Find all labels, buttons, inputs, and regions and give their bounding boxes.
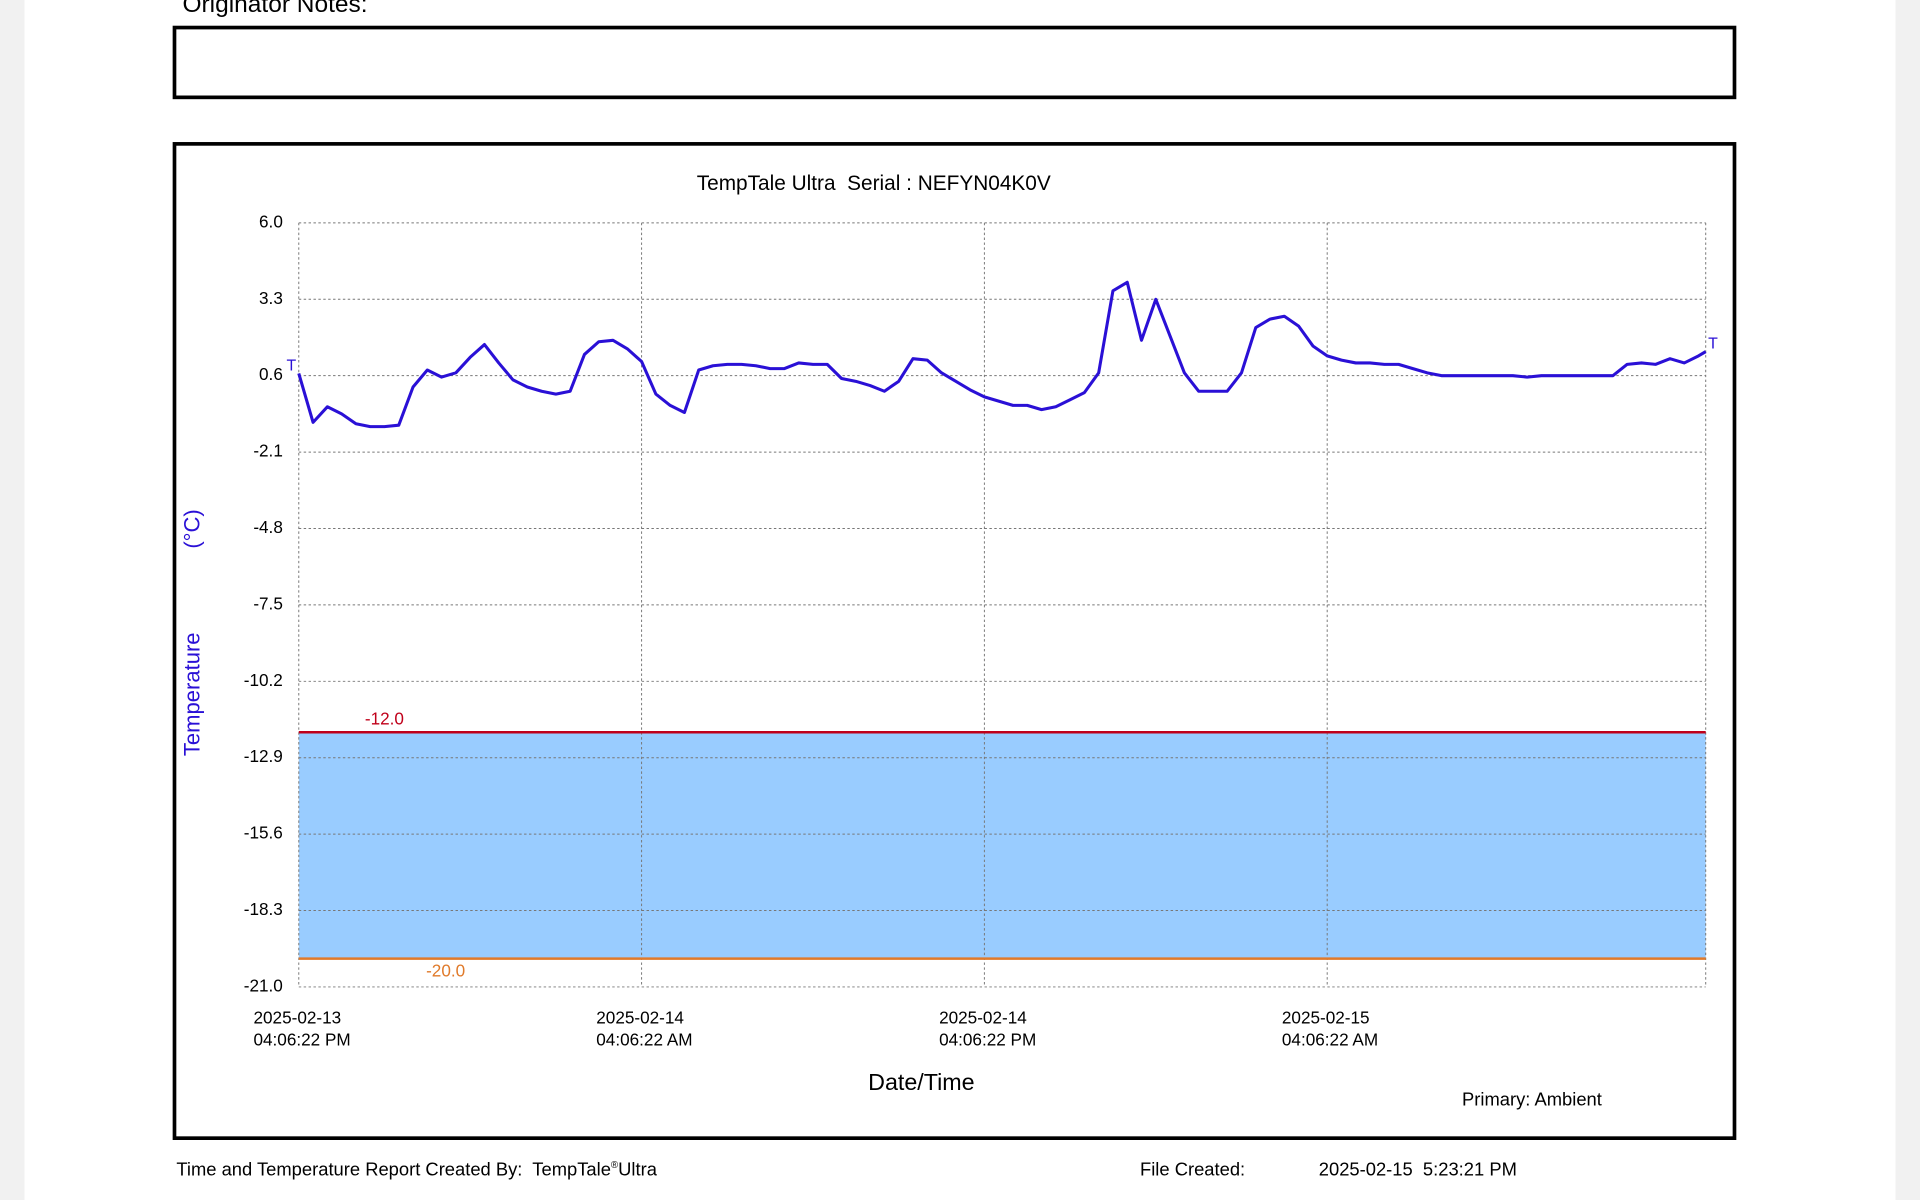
y-axis-title: Temperature [179,632,204,756]
start-marker: T [287,357,297,374]
temperature-line [297,280,1707,429]
created-by-label: Time and Temperature Report Created By: [176,1159,523,1181]
y-tick-label: -12.9 [244,746,283,766]
y-tick-label: -10.2 [244,670,283,690]
file-created-label: File Created: [1140,1159,1246,1181]
registered: ® [610,1159,619,1171]
file-created: 2025-02-15 5:23:21 PM [1318,1159,1517,1181]
threshold-label: -12.0 [365,709,404,729]
y-tick-label: -4.8 [253,517,283,537]
y-tick-label: 6.0 [259,211,283,231]
x-tick-label: 2025-02-14 04:06:22 PM [939,1007,1037,1050]
product-suffix: Ultra [618,1159,657,1181]
y-tick-label: 0.6 [259,364,283,384]
y-tick-label: -18.3 [244,899,283,919]
notes-label: Originator Notes: [182,0,368,19]
y-tick-label: 3.3 [259,288,283,308]
x-tick-label: 2025-02-15 04:06:22 AM [1281,1007,1379,1050]
primary-note: Primary: Ambient [1462,1089,1602,1111]
y-tick-label: -7.5 [253,593,283,613]
product: TempTale [532,1159,611,1181]
notes-box [172,25,1737,100]
x-tick-label: 2025-02-13 04:06:22 PM [253,1007,351,1050]
x-axis-title: Date/Time [868,1070,975,1096]
acceptable-band [298,732,1706,959]
y-tick-label: -21.0 [244,975,283,995]
page [24,0,1896,1200]
threshold-label: -20.0 [426,961,465,981]
y-tick-label: -15.6 [244,823,283,843]
end-marker: T [1708,335,1718,352]
x-tick-label: 2025-02-14 04:06:22 AM [596,1007,693,1050]
chart-frame [172,142,1737,1140]
y-axis-unit: (°C) [179,509,204,548]
chart-title: TempTale Ultra Serial : NEFYN04K0V [696,171,1051,195]
y-tick-label: -2.1 [253,441,283,461]
footer-created-by: Time and Temperature Report Created By: … [176,1160,657,1181]
